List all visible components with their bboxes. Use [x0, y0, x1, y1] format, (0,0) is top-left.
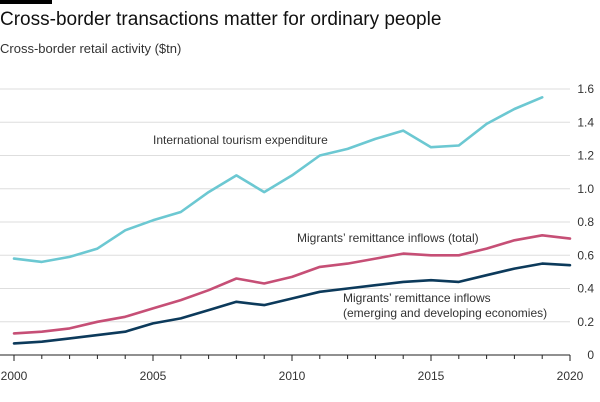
x-tick-label: 2015: [418, 369, 445, 383]
series-label-tourism: International tourism expenditure: [153, 133, 328, 147]
series-label-remittance_emerging: (emerging and developing economies): [343, 306, 547, 320]
x-tick-label: 2020: [557, 369, 584, 383]
series-line-tourism: [12, 96, 544, 264]
x-tick-label: 2010: [279, 369, 306, 383]
y-tick-label: 0.6: [577, 248, 594, 262]
x-tick-label: 2000: [1, 369, 28, 383]
chart-subtitle: Cross-border retail activity ($tn): [0, 41, 182, 56]
series-line-remittance_emerging: [12, 262, 572, 345]
y-tick-label: 0.2: [577, 315, 594, 329]
y-tick-label: 0.4: [577, 282, 594, 296]
top-rule: [0, 0, 52, 4]
series-line-remittance_total: [12, 234, 572, 335]
y-tick-label: 1.6: [577, 82, 594, 96]
series-label-remittance_emerging: Migrants’ remittance inflows: [343, 291, 491, 305]
series-label-remittance_total: Migrants’ remittance inflows (total): [297, 231, 479, 245]
y-tick-label: 1.4: [577, 115, 594, 129]
y-tick-label: 0: [587, 348, 594, 362]
chart-title: Cross-border transactions matter for ord…: [0, 9, 442, 30]
x-tick-label: 2005: [140, 369, 167, 383]
y-tick-label: 1.2: [577, 149, 594, 163]
y-tick-label: 1.0: [577, 182, 594, 196]
y-tick-label: 0.8: [577, 215, 594, 229]
